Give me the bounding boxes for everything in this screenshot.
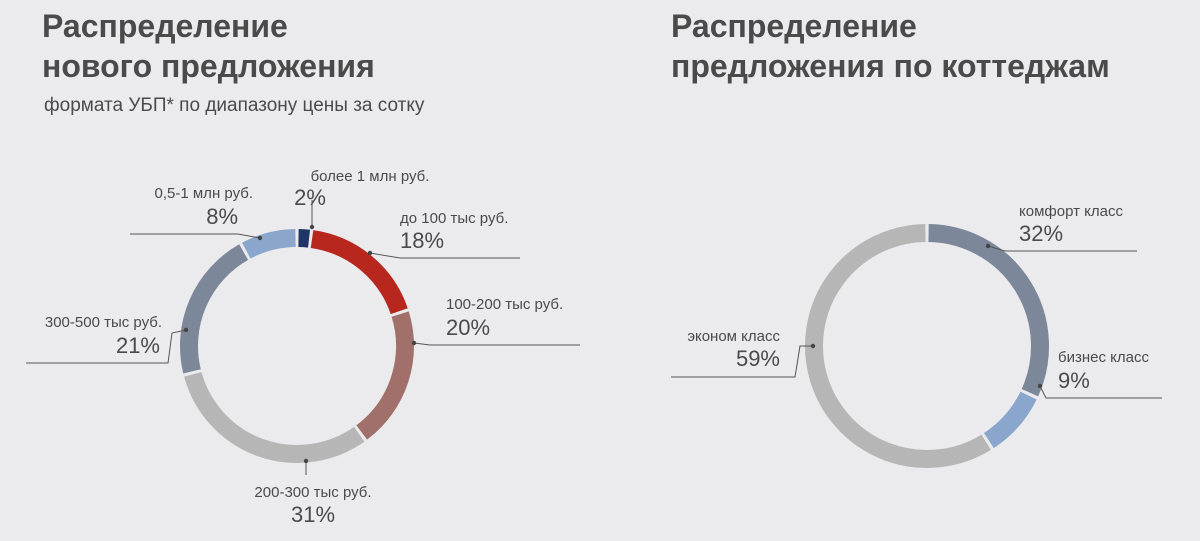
donut1-leader-dot-0 (309, 224, 315, 230)
donut2-leader-2 (671, 345, 813, 378)
donut1-label-1: до 100 тыс руб. (400, 210, 508, 227)
donut1-slice-0 (298, 229, 311, 248)
donut1-value-label-4: 21% (116, 333, 160, 358)
donut1-leader-4 (26, 329, 187, 364)
donut2-value-label-2: 59% (736, 346, 780, 371)
donut1-slice-1 (310, 230, 408, 315)
donut2-slice-2 (805, 224, 991, 468)
donut1-value-label-3: 31% (291, 502, 335, 527)
donut2-label-0: комфорт класс (1019, 203, 1123, 220)
chart-subtitle-left: формата УБП* по диапазону цены за сотку (44, 95, 425, 116)
donut2-slice-0 (928, 224, 1049, 397)
donut2-leader-0 (987, 245, 1137, 252)
donut1-leader-dot-4 (183, 327, 189, 333)
donut1-slice-4 (180, 244, 249, 374)
donut1-leader-5 (130, 233, 261, 239)
donut1-label-3: 200-300 тыс руб. (254, 484, 371, 501)
donut1-value-label-0: 2% (294, 185, 326, 210)
chart-title-left: Распределение нового предложения (42, 8, 375, 84)
chart-title-right: Распределение предложения по коттеджам (671, 8, 1110, 84)
donut2-leader-dot-1 (1037, 383, 1043, 389)
donut1-slice-5 (242, 229, 296, 259)
donut1-value-label-5: 8% (206, 204, 238, 229)
donut1-leader-dot-1 (367, 250, 373, 256)
donut1-leader-dot-5 (257, 235, 263, 241)
donut1-slice-3 (184, 371, 365, 463)
donut1-label-2: 100-200 тыс руб. (446, 296, 563, 313)
donut2-value-label-0: 32% (1019, 221, 1063, 246)
donut1-value-label-2: 20% (446, 315, 490, 340)
donut1-leader-1 (369, 252, 520, 259)
donut2-leader-1 (1039, 385, 1162, 399)
donut2-label-2: эконом класс (687, 328, 780, 345)
donut1-leader-dot-3 (303, 458, 309, 464)
donut2-value-label-1: 9% (1058, 368, 1090, 393)
donut2-label-1: бизнес класс (1058, 349, 1149, 366)
donut1-leader-2 (413, 342, 580, 346)
donut1-value-label-1: 18% (400, 228, 444, 253)
donut1-label-4: 300-500 тыс руб. (45, 314, 162, 331)
donut2-leader-dot-0 (985, 243, 991, 249)
donut1-label-5: 0,5-1 млн руб. (155, 185, 253, 202)
donut2-leader-dot-2 (810, 343, 816, 349)
donut1-slice-2 (356, 311, 414, 440)
donut1-label-0: более 1 млн руб. (311, 168, 430, 185)
donut1-leader-dot-2 (411, 340, 417, 346)
donut2-slice-1 (983, 391, 1037, 449)
